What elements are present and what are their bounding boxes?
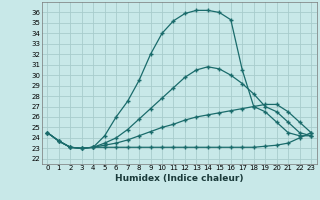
X-axis label: Humidex (Indice chaleur): Humidex (Indice chaleur) <box>115 174 244 183</box>
